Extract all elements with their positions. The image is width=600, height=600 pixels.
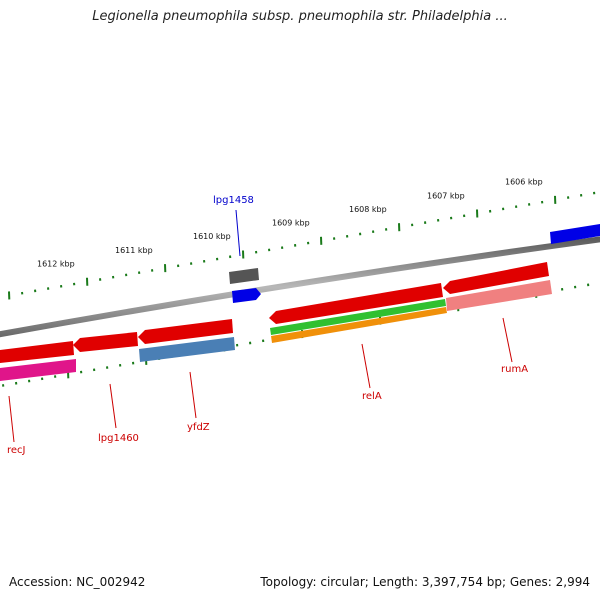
genome-backbone <box>0 236 600 338</box>
ruler-label: 1612 kbp <box>37 260 75 269</box>
gene-label-rumA[interactable]: rumA <box>501 364 528 375</box>
map-title: Legionella pneumophila subsp. pneumophil… <box>92 9 508 24</box>
relA-cds[interactable] <box>269 283 443 324</box>
upper-features <box>229 224 600 303</box>
accession-text: Accession: NC_002942 <box>9 575 146 589</box>
ruler-label: 1609 kbp <box>272 218 310 227</box>
ruler-label: 1611 kbp <box>115 246 153 255</box>
yfdZ-mrna[interactable] <box>139 337 235 362</box>
relA-green[interactable] <box>270 299 446 335</box>
ruler-label: 1610 kbp <box>193 232 231 241</box>
trna-feature-right[interactable] <box>550 224 600 244</box>
recJ-mrna[interactable] <box>0 359 76 381</box>
outer-ruler: 1606 kbp 1607 kbp 1608 kbp 1609 kbp 1610 kbp… <box>8 178 596 300</box>
gene-label-relA[interactable]: relA <box>362 391 382 402</box>
recJ-cds[interactable] <box>0 341 74 363</box>
rumA-cds[interactable] <box>443 262 549 294</box>
gene-labels: lpg1458 recJ lpg1460 yfdZ relA rumA <box>7 195 528 456</box>
topology-text: Topology: circular; Length: 3,397,754 bp… <box>260 575 590 589</box>
gene-label-lpg1458[interactable]: lpg1458 <box>213 195 254 206</box>
outer-ruler-ticks <box>8 191 596 300</box>
trna-feature[interactable] <box>232 288 261 303</box>
gene-label-recJ[interactable]: recJ <box>7 445 26 456</box>
outer-ruler-labels: 1606 kbp 1607 kbp 1608 kbp 1609 kbp 1610 kbp… <box>37 178 543 269</box>
rumA-light[interactable] <box>446 280 552 311</box>
gene-label-lpg1460[interactable]: lpg1460 <box>98 433 139 444</box>
ruler-label: 1607 kbp <box>427 191 465 200</box>
lpg1460-cds[interactable] <box>73 332 138 352</box>
yfdZ-cds[interactable] <box>138 319 233 344</box>
relA-orange[interactable] <box>271 307 447 343</box>
ruler-label: 1606 kbp <box>505 178 543 187</box>
gene-label-yfdZ[interactable]: yfdZ <box>187 422 210 433</box>
label-leaders <box>8 209 513 443</box>
ruler-label: 1608 kbp <box>349 205 387 214</box>
pseudo-gene-feature[interactable] <box>229 268 259 284</box>
lower-features <box>0 262 552 381</box>
